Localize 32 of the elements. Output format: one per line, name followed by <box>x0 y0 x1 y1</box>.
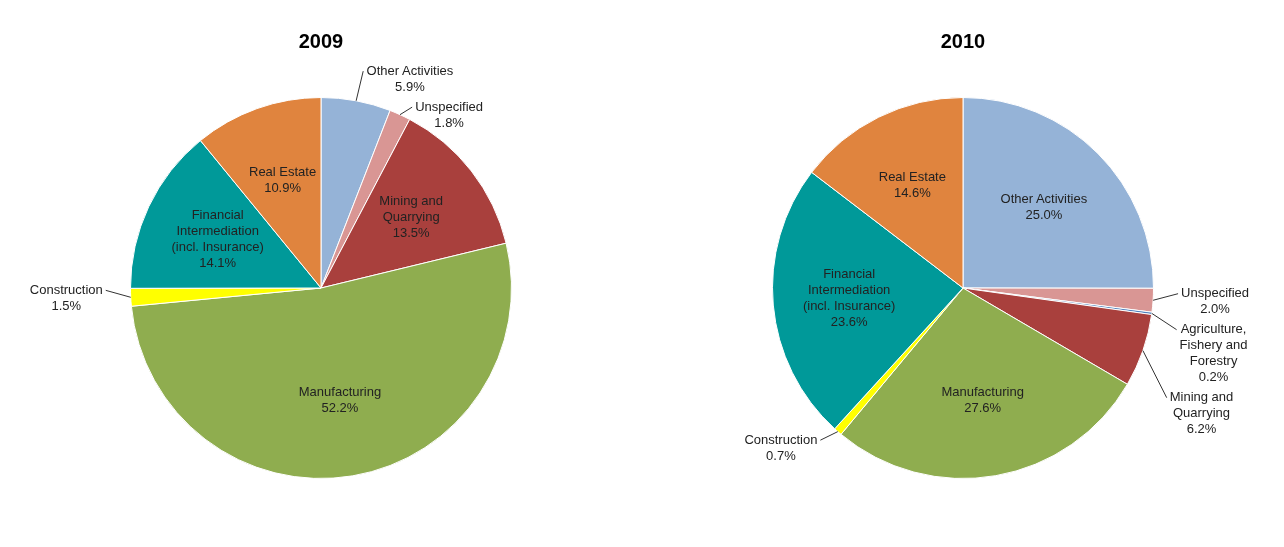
data-label: 0.7% <box>766 447 797 463</box>
data-label: 25.0% <box>1025 206 1063 222</box>
slice-label: Financial Intermediation (incl. Insurance) <box>171 206 264 254</box>
slice-label: Real Estate <box>248 163 317 179</box>
slice-label: Manufacturing <box>941 384 1024 400</box>
slice-label: Mining and Quarrying <box>379 193 443 225</box>
data-label: 14.1% <box>199 254 237 270</box>
slice-label: Construction <box>744 431 818 447</box>
slice-label: Agriculture, Fishery and Forestry <box>1179 321 1248 369</box>
data-label: 14.6% <box>893 185 932 201</box>
slice-label: Construction <box>29 281 103 297</box>
slice-label: Real Estate <box>878 169 946 185</box>
data-label: 6.2% <box>1186 421 1217 437</box>
data-label: 1.5% <box>51 297 82 313</box>
data-label: 13.5% <box>392 225 431 241</box>
data-label: 10.9% <box>264 179 302 195</box>
slice-label: Manufacturing <box>298 384 382 400</box>
data-label: 1.8% <box>434 114 465 130</box>
data-label: 23.6% <box>830 313 869 329</box>
data-label: 52.2% <box>321 400 359 416</box>
slice-label: Unspecified <box>415 98 484 114</box>
data-label: 0.2% <box>1198 369 1229 385</box>
data-label: 5.9% <box>395 78 426 94</box>
data-label: 2.0% <box>1200 301 1231 317</box>
chart-title: 2009 <box>298 29 344 52</box>
chart-title: 2010 <box>940 29 986 52</box>
slice-label: Other Activities <box>366 62 454 78</box>
slice-label: Unspecified <box>1181 285 1249 301</box>
data-label: 27.6% <box>964 400 1002 416</box>
slice-label: Mining and Quarrying <box>1169 389 1234 421</box>
slice-label: Financial Intermediation (incl. Insurance) <box>802 265 896 313</box>
slice-label: Other Activities <box>1000 190 1088 206</box>
